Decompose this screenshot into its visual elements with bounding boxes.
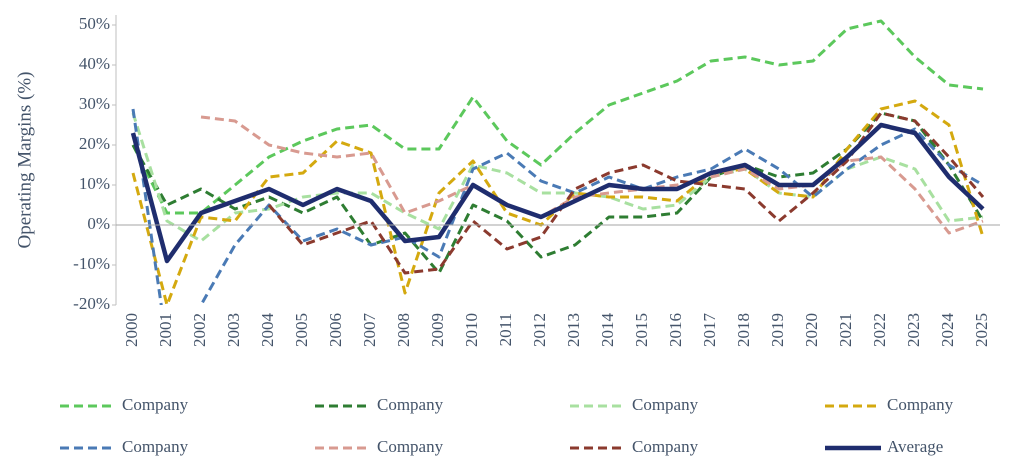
plot-area [130,19,985,305]
x-tick-label: 2014 [598,313,617,348]
legend-label: Company [632,395,699,414]
y-tick-label: -10% [73,254,110,273]
x-tick-label: 2010 [462,313,481,347]
y-tick-label: 0% [87,214,110,233]
series-line [131,108,984,305]
series-line [267,111,985,275]
x-tick-label: 2001 [156,313,175,347]
series-line [130,122,985,264]
x-tick-label: 2016 [666,313,685,347]
x-tick-label: 2009 [428,313,447,347]
series-line [131,111,985,275]
series-line [131,112,984,243]
x-tick-label: 2007 [360,313,379,348]
x-tick-label: 2003 [224,313,243,347]
x-tick-label: 2024 [938,313,957,348]
x-tick-label: 2005 [292,313,311,347]
y-tick-label: 40% [79,54,110,73]
x-tick-label: 2021 [836,313,855,347]
legend-label: Company [377,437,444,456]
y-tick-label: -20% [73,294,110,313]
x-tick-label: 2004 [258,313,277,348]
x-tick-label: 2020 [802,313,821,347]
x-tick-label: 2006 [326,313,345,347]
x-tick-label: 2022 [870,313,889,347]
y-tick-label: 20% [79,134,110,153]
y-tick-label: 50% [79,14,110,33]
x-tick-label: 2018 [734,313,753,347]
x-tick-label: 2000 [122,313,141,347]
legend-label: Company [377,395,444,414]
x-tick-label: 2015 [632,313,651,347]
x-tick-label: 2013 [564,313,583,347]
series-line [131,99,985,305]
legend-label: Company [122,395,189,414]
series-line [131,19,984,215]
x-tick-label: 2025 [972,313,991,347]
legend-label: Company [632,437,699,456]
x-tick-label: 2023 [904,313,923,347]
y-tick-label: 30% [79,94,110,113]
x-tick-label: 2019 [768,313,787,347]
x-tick-label: 2011 [496,313,515,346]
x-tick-label: 2017 [700,313,719,348]
x-tick-label: 2008 [394,313,413,347]
legend-label: Company [887,395,954,414]
x-tick-label: 2002 [190,313,209,347]
legend-label: Company [122,437,189,456]
x-tick-label: 2012 [530,313,549,347]
y-axis-title: Operating Margins (%) [14,72,35,249]
y-tick-label: 10% [79,174,110,193]
legend-label: Average [887,437,943,456]
